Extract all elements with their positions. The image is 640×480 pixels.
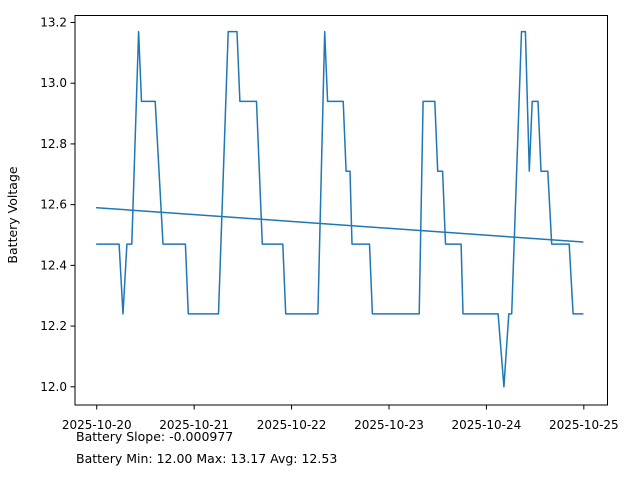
x-axis-tick-label: 2025-10-20 — [62, 418, 132, 432]
stats-slope-text: Battery Slope: -0.000977 — [76, 429, 233, 444]
x-axis-tick-label: 2025-10-24 — [452, 418, 522, 432]
y-axis-tick-label: 12.2 — [40, 319, 67, 333]
x-axis-tick-label: 2025-10-23 — [354, 418, 424, 432]
y-axis-tick-label: 12.4 — [40, 258, 67, 272]
y-axis-tick-label: 12.0 — [40, 380, 67, 394]
y-axis-tick-label: 13.2 — [40, 15, 67, 29]
x-axis-tick-label: 2025-10-21 — [159, 418, 229, 432]
y-axis-tick-label: 12.6 — [40, 198, 67, 212]
y-axis-label: Battery Voltage — [5, 166, 20, 263]
plot-frame — [74, 15, 608, 406]
y-axis-tick-label: 13.0 — [40, 76, 67, 90]
y-axis-ticks: 12.0 12.2 12.4 12.6 12.8 13.0 13.2 — [40, 15, 75, 394]
y-axis-tick-label: 12.8 — [40, 137, 67, 151]
x-axis-tick-label: 2025-10-25 — [549, 418, 619, 432]
x-axis-tick-label: 2025-10-22 — [257, 418, 327, 432]
battery-voltage-line — [95, 30, 584, 388]
x-axis-ticks: 2025-10-20 2025-10-21 2025-10-22 2025-10-23… — [62, 405, 619, 432]
stats-minmax-text: Battery Min: 12.00 Max: 13.17 Avg: 12.53 — [76, 451, 337, 466]
trend-line — [95, 206, 584, 243]
series-group — [95, 30, 584, 388]
